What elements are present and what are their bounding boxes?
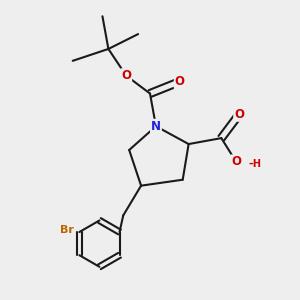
Text: N: N [151,120,161,133]
Text: O: O [234,108,244,121]
Text: Br: Br [60,225,74,235]
Text: O: O [175,75,185,88]
Text: –H: –H [249,159,262,169]
Text: O: O [121,69,131,82]
Text: O: O [231,155,241,168]
